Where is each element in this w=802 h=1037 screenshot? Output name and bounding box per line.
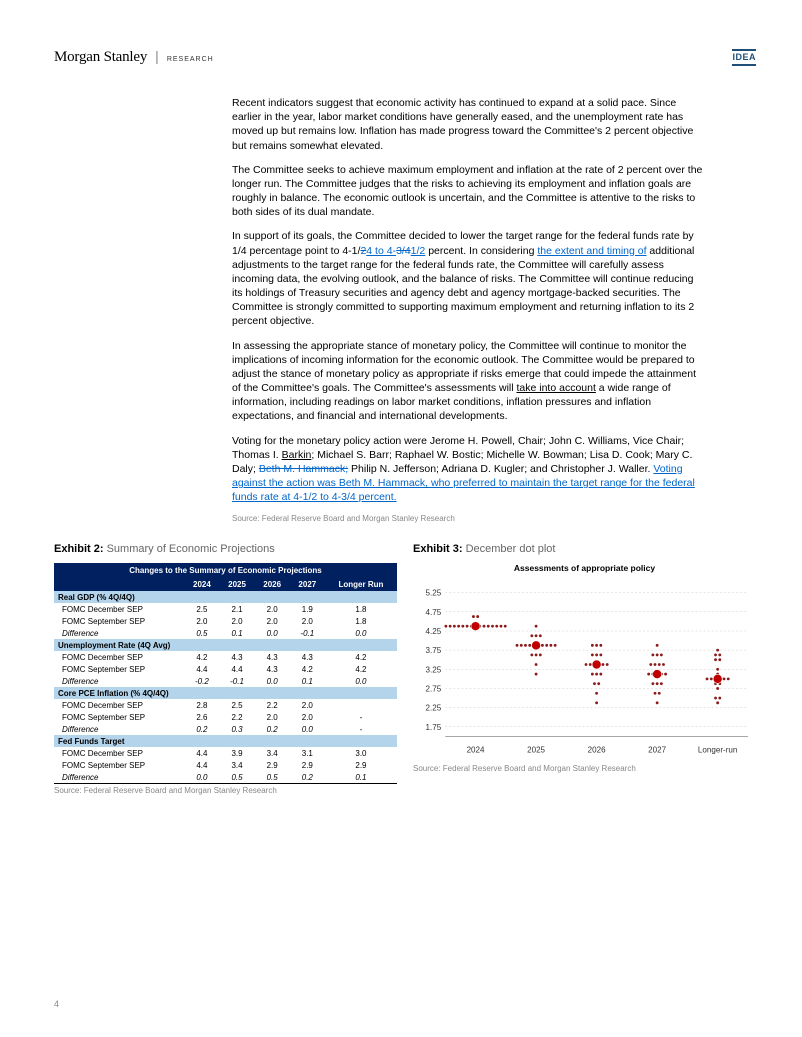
svg-text:2026: 2026	[588, 746, 606, 755]
sep-table: Changes to the Summary of Economic Proje…	[54, 563, 397, 784]
para-3: In support of its goals, the Committee d…	[232, 229, 704, 328]
svg-text:4.25: 4.25	[426, 627, 442, 636]
dot-plot-title: Assessments of appropriate policy	[413, 563, 756, 573]
svg-text:2027: 2027	[648, 746, 666, 755]
svg-text:3.75: 3.75	[426, 647, 442, 656]
idea-badge: IDEA	[732, 49, 756, 66]
exhibit-3: Exhibit 3: December dot plot Assessments…	[413, 543, 756, 795]
para-5: Voting for the monetary policy action we…	[232, 434, 704, 505]
svg-text:2.75: 2.75	[426, 685, 442, 694]
brand-divider: |	[155, 48, 159, 64]
exhibit-3-source: Source: Federal Reserve Board and Morgan…	[413, 764, 756, 773]
svg-text:2024: 2024	[467, 746, 485, 755]
exhibit-2: Exhibit 2: Summary of Economic Projectio…	[54, 543, 397, 795]
svg-text:3.25: 3.25	[426, 666, 442, 675]
dot-plot: Assessments of appropriate policy 1.75 2.…	[413, 563, 756, 762]
brand-sub: RESEARCH	[167, 56, 214, 63]
brand-name: Morgan Stanley	[54, 49, 147, 66]
page-number: 4	[54, 999, 59, 1009]
para-2: The Committee seeks to achieve maximum e…	[232, 163, 704, 220]
brand-block: Morgan Stanley | RESEARCH	[54, 48, 214, 66]
svg-text:Longer-run: Longer-run	[698, 746, 737, 755]
exhibit-2-source: Source: Federal Reserve Board and Morgan…	[54, 786, 397, 795]
exhibit-3-title: Exhibit 3: December dot plot	[413, 543, 756, 555]
para-1: Recent indicators suggest that economic …	[232, 96, 704, 153]
svg-text:5.25: 5.25	[426, 589, 442, 598]
svg-text:2025: 2025	[527, 746, 545, 755]
para-4: In assessing the appropriate stance of m…	[232, 339, 704, 424]
page-header: Morgan Stanley | RESEARCH IDEA	[54, 48, 756, 66]
svg-text:1.75: 1.75	[426, 723, 442, 732]
dot-plot-svg: 1.75 2.25 2.75 3.25 3.75 4.25 4.75 5.25 2024 2025…	[413, 577, 756, 759]
svg-text:4.75: 4.75	[426, 608, 442, 617]
exhibit-2-title: Exhibit 2: Summary of Economic Projectio…	[54, 543, 397, 555]
svg-text:2.25: 2.25	[426, 704, 442, 713]
statement-body: Recent indicators suggest that economic …	[232, 96, 704, 523]
body-source: Source: Federal Reserve Board and Morgan…	[232, 514, 704, 523]
